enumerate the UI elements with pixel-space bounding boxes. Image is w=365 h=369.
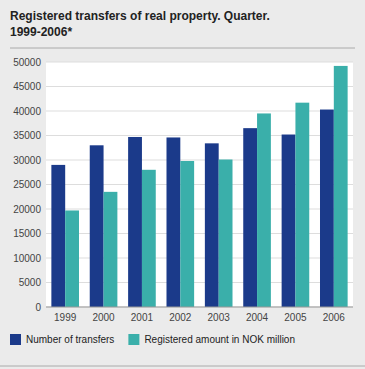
- legend-label: Registered amount in NOK million: [144, 334, 295, 345]
- bar: [128, 137, 142, 307]
- bar: [320, 110, 334, 307]
- legend-item: Registered amount in NOK million: [128, 334, 295, 345]
- x-tick-label: 1999: [54, 312, 77, 323]
- y-tick-label: 45000: [13, 81, 41, 92]
- bar: [282, 135, 296, 307]
- bar: [166, 137, 180, 307]
- legend: Number of transfers Registered amount in …: [10, 334, 295, 345]
- y-tick-label: 15000: [13, 228, 41, 239]
- x-tick-label: 2004: [246, 312, 269, 323]
- bars: [51, 66, 347, 307]
- y-tick-label: 10000: [13, 253, 41, 264]
- legend-label: Number of transfers: [26, 334, 114, 345]
- bar: [243, 128, 257, 307]
- x-tick-label: 2006: [323, 312, 346, 323]
- x-tick-label: 2003: [208, 312, 231, 323]
- y-tick-label: 40000: [13, 106, 41, 117]
- y-tick-label: 30000: [13, 155, 41, 166]
- bar: [180, 161, 194, 307]
- legend-item: Number of transfers: [10, 334, 114, 345]
- grid-line: [46, 86, 353, 87]
- background: [0, 0, 365, 369]
- bar: [219, 160, 233, 307]
- x-axis-line: [46, 307, 353, 308]
- y-tick-label: 35000: [13, 130, 41, 141]
- x-tick-label: 2005: [284, 312, 307, 323]
- y-tick-label: 0: [35, 302, 41, 313]
- bar: [257, 113, 271, 307]
- x-tick-label: 2000: [92, 312, 115, 323]
- grid-line: [46, 62, 353, 63]
- grid-line: [46, 307, 353, 308]
- bar: [295, 103, 309, 307]
- y-tick-label: 5000: [19, 277, 42, 288]
- chart: Registered transfers of real property. Q…: [0, 0, 365, 369]
- y-tick-label: 50000: [13, 57, 41, 68]
- bar: [205, 143, 219, 307]
- bar: [104, 192, 118, 307]
- y-tick-label: 20000: [13, 204, 41, 215]
- y-tick-label: 25000: [13, 179, 41, 190]
- x-tick-label: 2002: [169, 312, 192, 323]
- bar: [51, 165, 65, 307]
- legend-swatch: [128, 334, 139, 345]
- legend-swatch: [10, 334, 21, 345]
- bar: [65, 210, 79, 307]
- title: Registered transfers of real property. Q…: [10, 9, 270, 23]
- bottom-rule: [0, 366, 365, 367]
- subtitle: 1999-2006*: [10, 25, 72, 39]
- x-tick-label: 2001: [131, 312, 154, 323]
- bar: [90, 145, 104, 307]
- plot-area: [46, 62, 353, 307]
- bar: [334, 66, 348, 307]
- bar: [142, 170, 156, 307]
- title-rule: [10, 48, 355, 49]
